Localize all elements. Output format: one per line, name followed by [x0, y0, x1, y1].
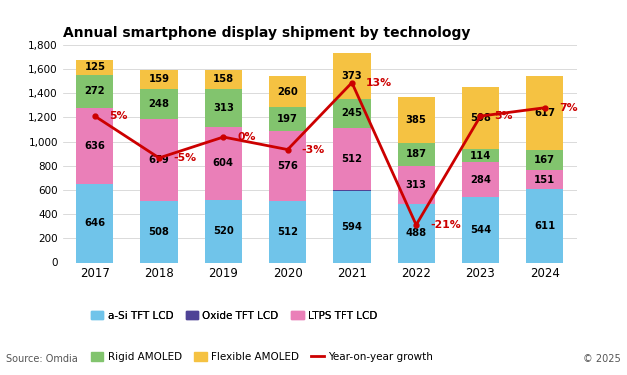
Bar — [269, 76, 306, 107]
Bar — [205, 70, 242, 89]
Text: 611: 611 — [534, 220, 556, 231]
Bar — [462, 197, 499, 262]
Text: 5%: 5% — [495, 111, 513, 121]
Text: 488: 488 — [406, 228, 427, 238]
Text: 512: 512 — [342, 154, 362, 164]
Text: 197: 197 — [277, 114, 298, 124]
Bar — [398, 97, 435, 143]
Text: Annual smartphone display shipment by technology: Annual smartphone display shipment by te… — [63, 26, 470, 40]
Text: -5%: -5% — [173, 153, 196, 163]
Text: 604: 604 — [213, 158, 234, 168]
Bar — [140, 70, 177, 89]
Text: © 2025: © 2025 — [583, 354, 621, 364]
Text: 313: 313 — [406, 180, 426, 190]
Text: 114: 114 — [470, 150, 491, 160]
Bar — [526, 76, 563, 150]
Bar — [334, 190, 371, 191]
Bar — [269, 201, 306, 262]
Text: 260: 260 — [277, 87, 298, 96]
Bar — [334, 128, 371, 190]
Text: 5%: 5% — [109, 111, 127, 121]
Legend: Rigid AMOLED, Flexible AMOLED, Year-on-year growth: Rigid AMOLED, Flexible AMOLED, Year-on-y… — [87, 348, 437, 366]
Bar — [205, 127, 242, 200]
Text: 284: 284 — [470, 175, 491, 184]
Bar — [205, 89, 242, 127]
Text: 617: 617 — [534, 108, 555, 118]
Text: 13%: 13% — [366, 78, 392, 88]
Text: 248: 248 — [149, 99, 169, 109]
Bar — [334, 191, 371, 262]
Text: 272: 272 — [85, 86, 105, 96]
Bar — [76, 60, 113, 75]
Text: 512: 512 — [277, 226, 298, 237]
Bar — [269, 107, 306, 131]
Bar — [462, 162, 499, 197]
Text: 576: 576 — [277, 161, 298, 171]
Bar — [140, 119, 177, 201]
Bar — [526, 150, 563, 170]
Text: 125: 125 — [85, 62, 105, 72]
Text: 7%: 7% — [559, 103, 577, 113]
Bar — [398, 143, 435, 166]
Text: 373: 373 — [342, 71, 362, 81]
Legend: a-Si TFT LCD, Oxide TFT LCD, LTPS TFT LCD: a-Si TFT LCD, Oxide TFT LCD, LTPS TFT LC… — [87, 306, 381, 325]
Text: 520: 520 — [213, 226, 234, 236]
Bar — [526, 170, 563, 189]
Bar — [269, 131, 306, 201]
Text: 679: 679 — [149, 155, 169, 165]
Text: 544: 544 — [470, 225, 491, 235]
Bar — [526, 189, 563, 262]
Bar — [76, 75, 113, 108]
Bar — [76, 184, 113, 262]
Text: 508: 508 — [149, 227, 169, 237]
Bar — [140, 201, 177, 262]
Text: 158: 158 — [213, 74, 234, 84]
Text: 385: 385 — [406, 115, 426, 125]
Bar — [334, 99, 371, 128]
Bar — [462, 87, 499, 148]
Text: 167: 167 — [534, 155, 555, 165]
Text: 636: 636 — [85, 141, 105, 151]
Text: 313: 313 — [213, 103, 234, 113]
Bar — [398, 166, 435, 204]
Bar — [462, 148, 499, 162]
Text: 508: 508 — [470, 113, 491, 123]
Text: Source: Omdia: Source: Omdia — [6, 354, 78, 364]
Text: 245: 245 — [342, 108, 362, 118]
Bar — [205, 200, 242, 262]
Text: 646: 646 — [84, 219, 105, 228]
Text: 0%: 0% — [238, 132, 256, 142]
Text: 151: 151 — [534, 174, 556, 184]
Bar — [398, 204, 435, 262]
Text: -3%: -3% — [302, 145, 325, 154]
Text: 594: 594 — [342, 222, 362, 232]
Bar — [76, 108, 113, 184]
Text: 159: 159 — [149, 75, 169, 84]
Text: 187: 187 — [406, 149, 426, 159]
Text: -21%: -21% — [430, 220, 461, 230]
Bar — [334, 54, 371, 99]
Bar — [140, 89, 177, 119]
